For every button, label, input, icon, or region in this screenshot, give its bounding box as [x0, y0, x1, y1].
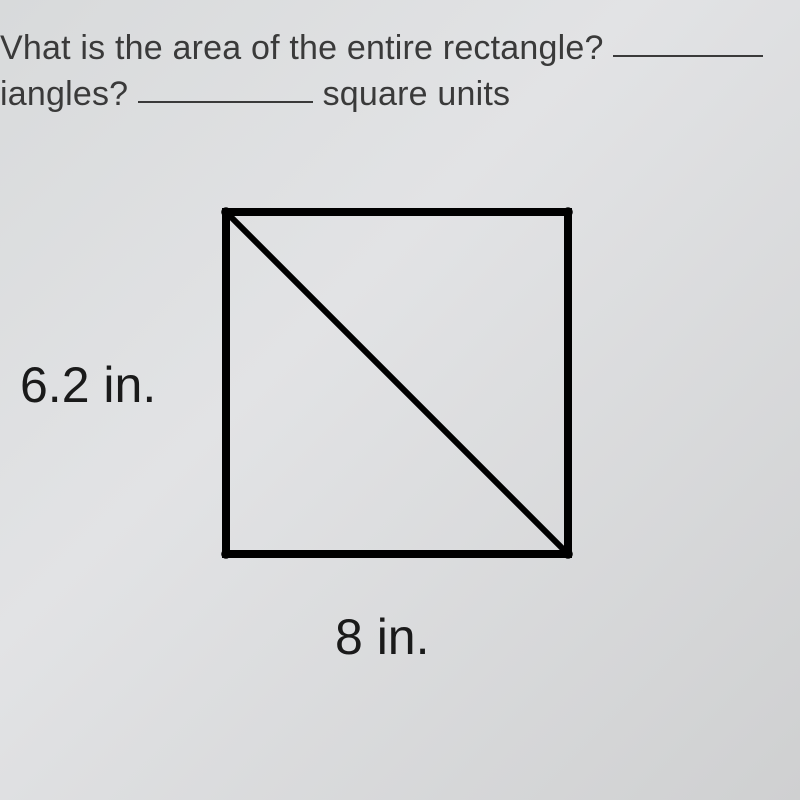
worksheet-page: Vhat is the area of the entire rectangle… — [0, 0, 800, 800]
corner-tr — [563, 207, 573, 217]
question-block: Vhat is the area of the entire rectangle… — [0, 26, 800, 118]
q2-text-a: iangles? — [0, 75, 128, 113]
rectangle-diagram — [222, 208, 572, 558]
diagonal-line — [226, 212, 568, 554]
label-bottom: 8 in. — [335, 608, 430, 666]
q2-text-b: square units — [323, 75, 511, 113]
blank-2[interactable] — [138, 101, 313, 103]
question-line-2: iangles? square units — [0, 72, 800, 118]
corner-br — [563, 549, 573, 559]
blank-1[interactable] — [613, 55, 763, 57]
corner-bl — [221, 549, 231, 559]
corner-tl — [221, 207, 231, 217]
question-line-1: Vhat is the area of the entire rectangle… — [0, 26, 800, 72]
label-left: 6.2 in. — [20, 356, 156, 414]
q1-text-a: Vhat is the area of the entire rectangle… — [0, 29, 604, 67]
